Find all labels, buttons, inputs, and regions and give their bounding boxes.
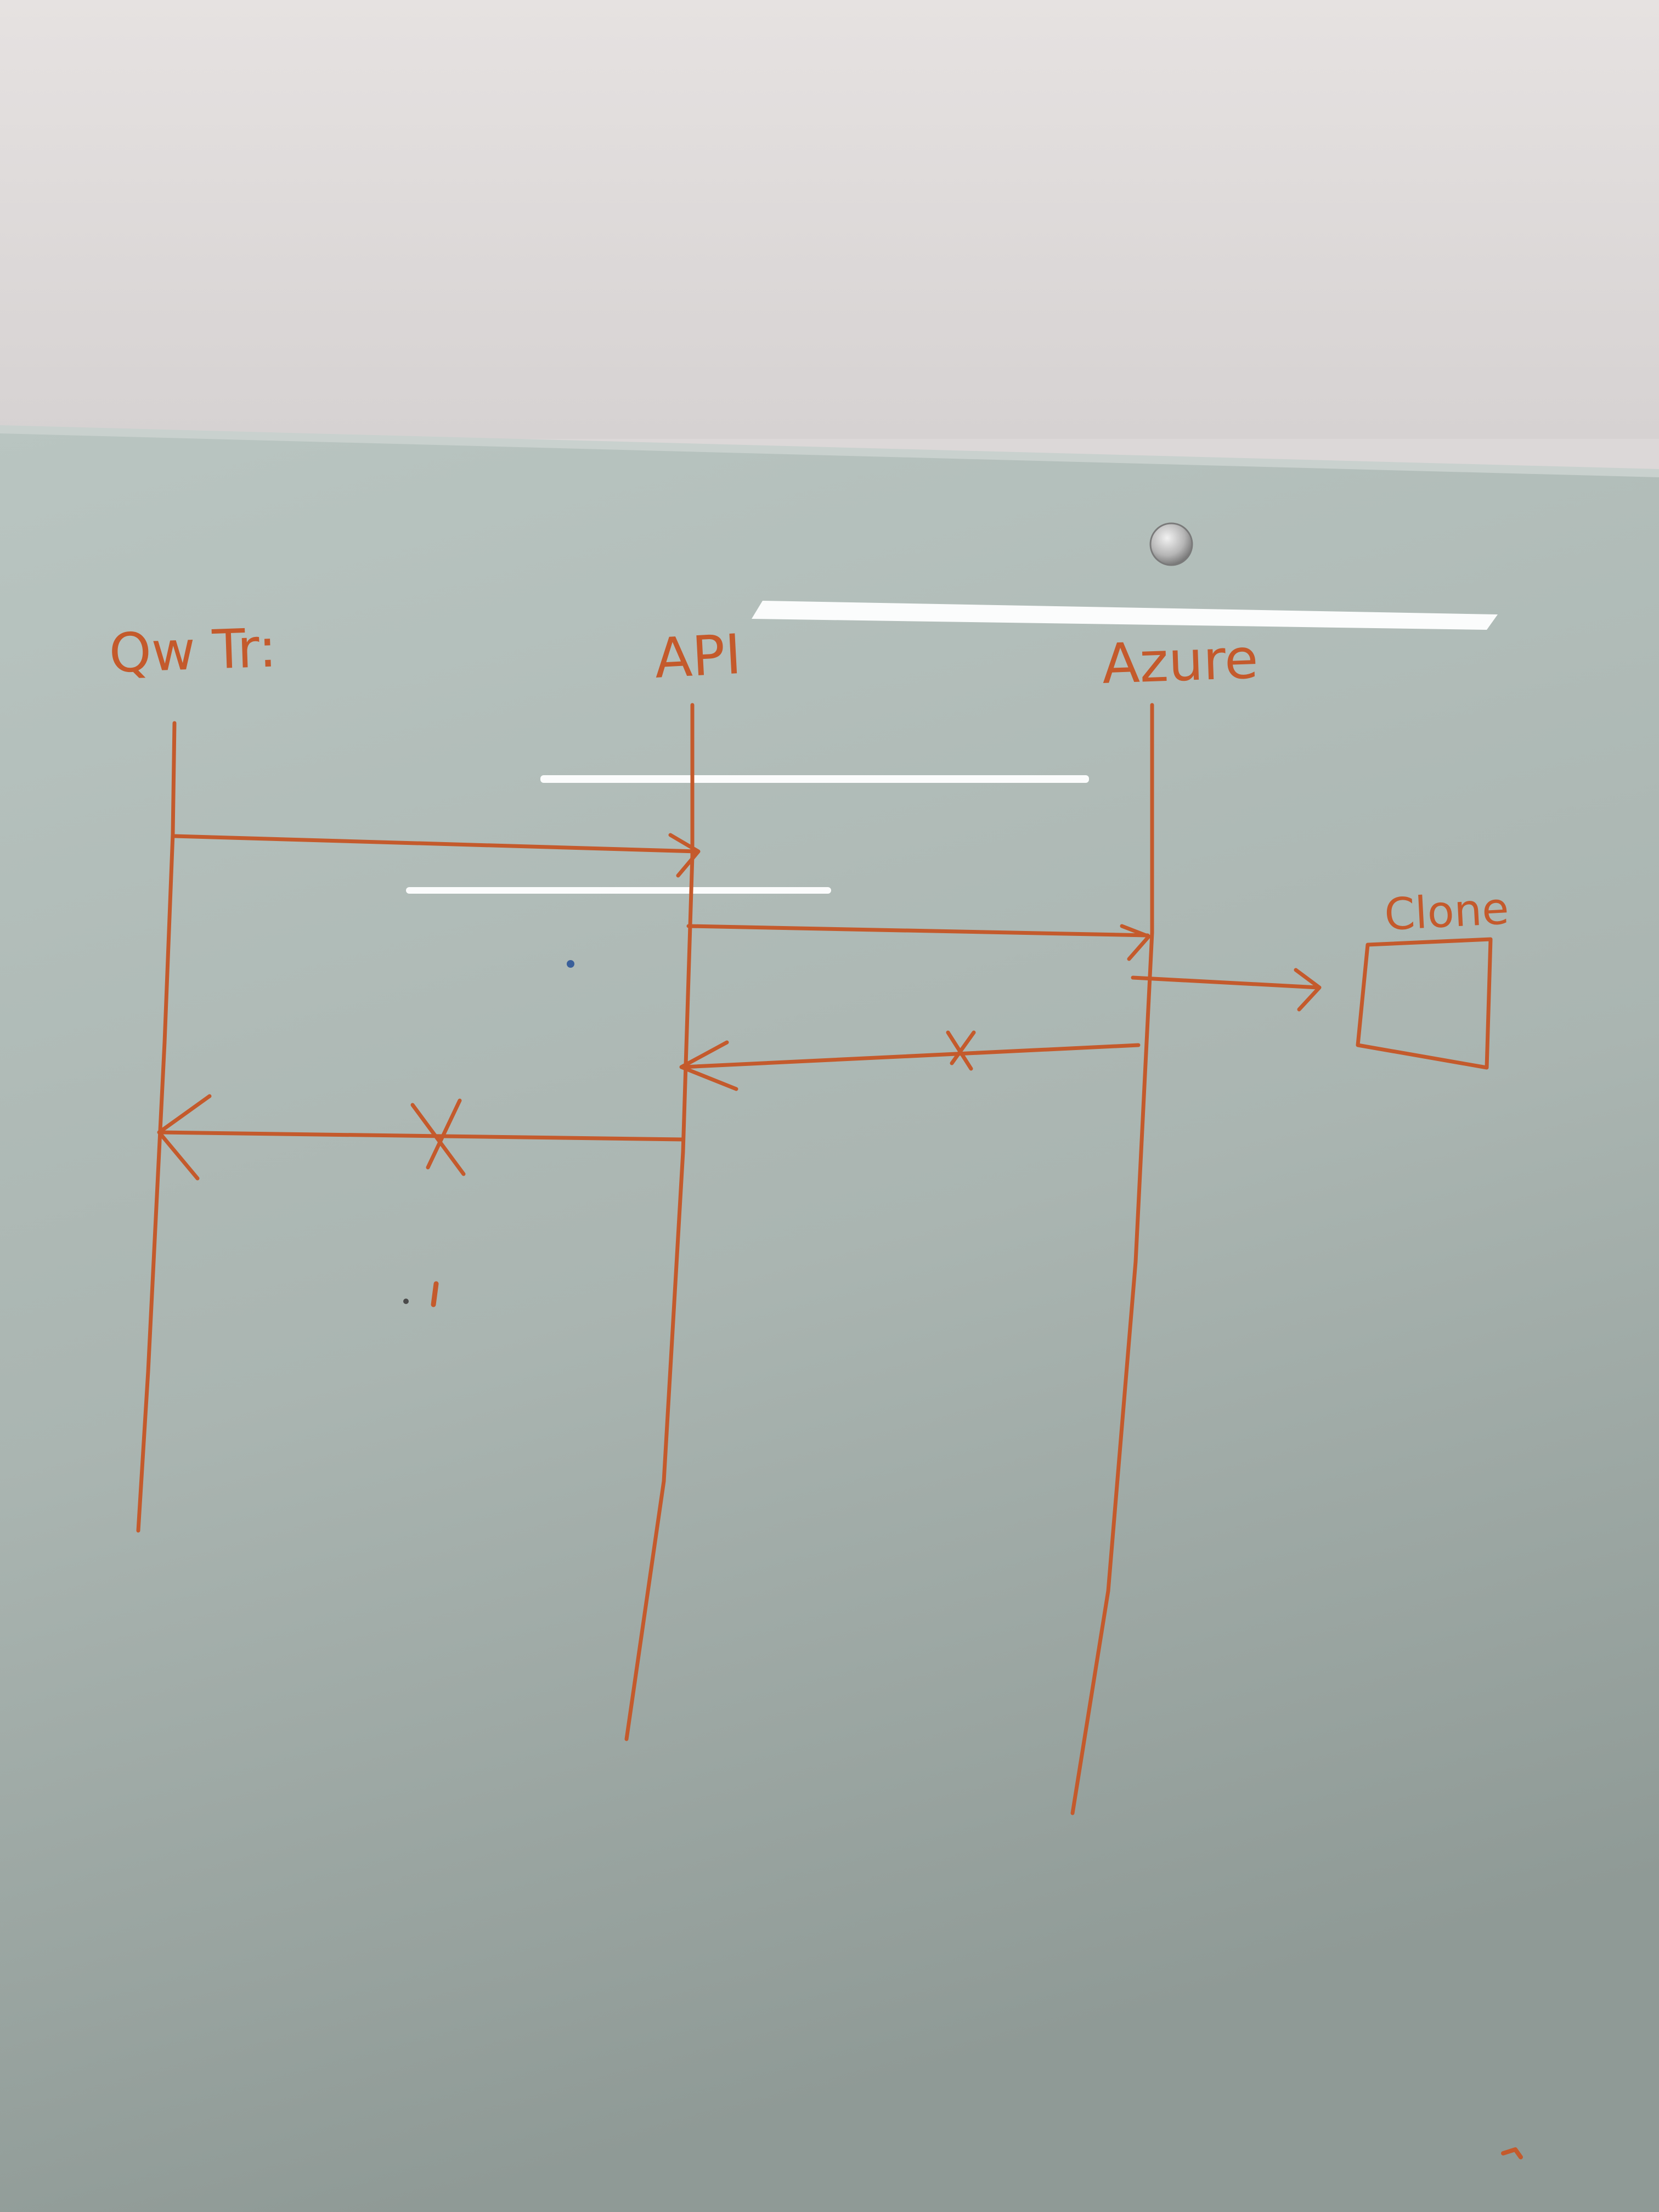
stray-mark <box>431 1281 439 1307</box>
board-top-edge <box>0 425 1659 477</box>
message-arrow-api-to-qwtr-failed <box>157 1094 685 1181</box>
lifeline-api <box>624 703 695 1741</box>
participant-label-qw-tr: Qw Tr: <box>108 617 278 685</box>
message-arrow-azure-to-api-failed <box>679 1040 1141 1091</box>
message-arrow-api-to-azure <box>686 924 1151 961</box>
magnet <box>1149 522 1193 566</box>
failure-x-mark-2 <box>410 1098 466 1176</box>
clone-box-label: Clone <box>1383 883 1510 940</box>
light-reflections <box>406 601 1498 894</box>
participant-label-azure: Azure <box>1101 627 1260 696</box>
glass-board <box>0 428 1659 2212</box>
message-arrow-azure-to-clone <box>1131 968 1322 1012</box>
stray-mark <box>1501 2147 1523 2159</box>
stray-dot <box>403 1299 409 1304</box>
lifeline-qw-tr <box>136 721 177 1533</box>
failure-x-mark-1 <box>946 1030 976 1071</box>
stray-dot <box>567 960 574 968</box>
participant-label-api: API <box>653 622 743 691</box>
clone-box <box>1356 937 1493 1070</box>
wall <box>0 0 1659 439</box>
lifeline-azure <box>1070 703 1154 1815</box>
message-arrow-qwtr-to-api <box>172 833 701 878</box>
